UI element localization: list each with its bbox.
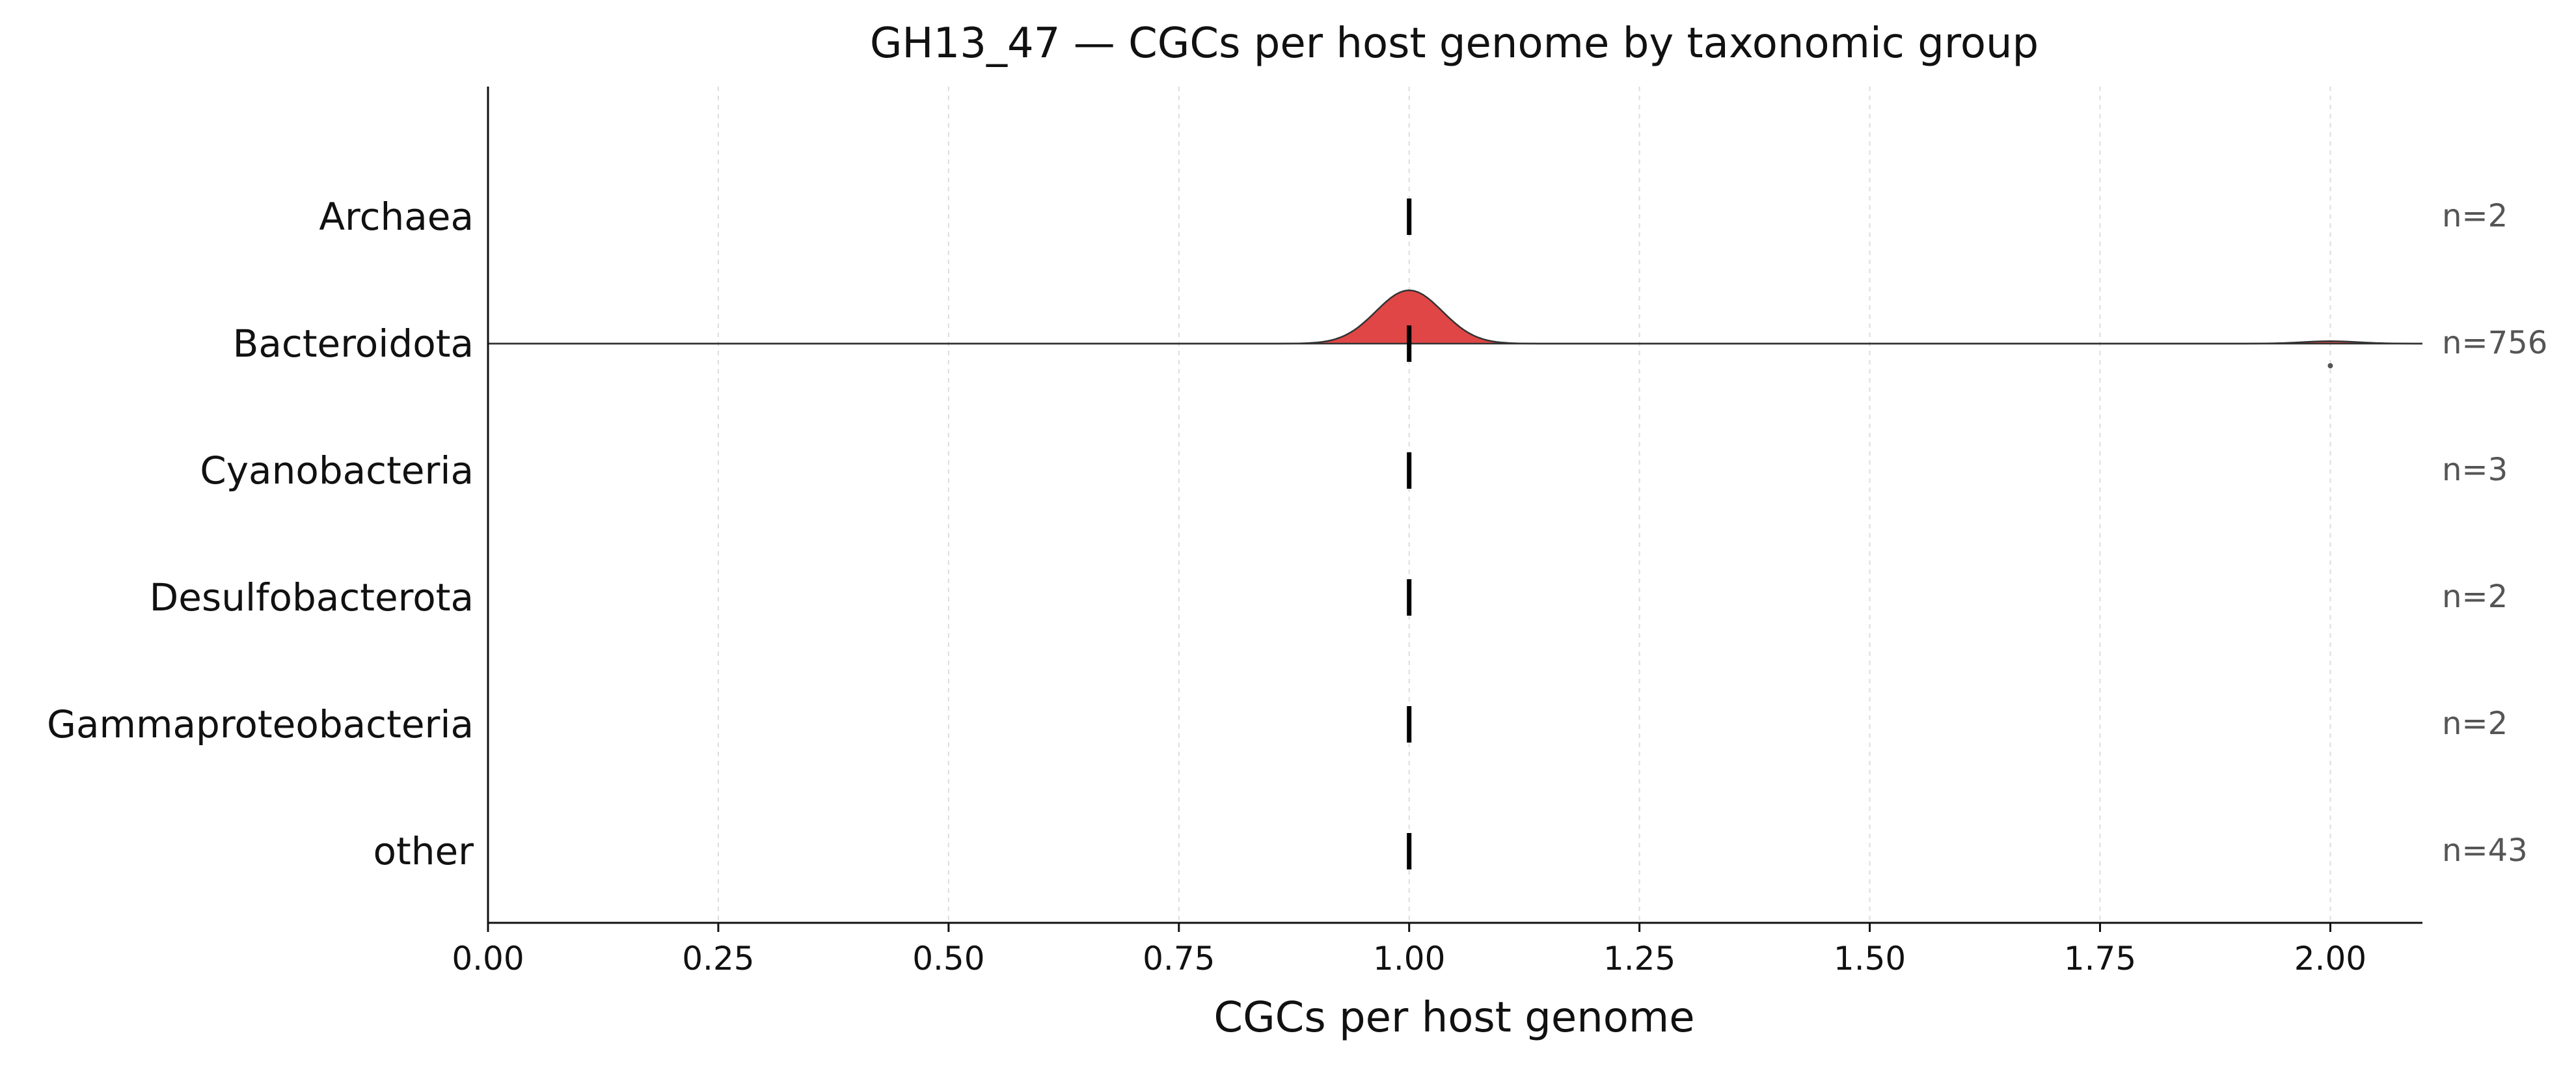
outlier-point — [2327, 363, 2333, 368]
grid-lines — [487, 87, 2331, 923]
x-tick-label: 0.25 — [682, 940, 754, 977]
x-tick-label: 2.00 — [2294, 940, 2366, 977]
count-label: n=43 — [2442, 832, 2528, 869]
y-category-label: Cyanobacteria — [200, 448, 474, 493]
count-labels: n=2 n=756 n=3 n=2 n=2 n=43 — [2442, 198, 2547, 869]
x-tick-label: 1.75 — [2064, 940, 2136, 977]
ridges — [488, 289, 2422, 345]
x-axis-ticks: 0.00 0.25 0.50 0.75 1.00 1.25 1.50 1.75 2.00 — [452, 923, 2366, 977]
y-category-label: Bacteroidota — [233, 321, 474, 366]
outlier-points — [2327, 363, 2333, 368]
y-category-label: Desulfobacterota — [150, 575, 474, 620]
x-axis-label: CGCs per host genome — [1213, 994, 1694, 1042]
x-tick-label: 1.25 — [1603, 940, 1675, 977]
y-axis-labels: Archaea Bacteroidota Cyanobacteria Desulfob… — [47, 195, 474, 873]
count-label: n=2 — [2442, 705, 2508, 742]
y-category-label: Gammaproteobacteria — [47, 702, 474, 746]
x-tick-label: 1.00 — [1373, 940, 1445, 977]
x-tick-label: 0.00 — [452, 940, 524, 977]
x-tick-label: 1.50 — [1834, 940, 1906, 977]
count-label: n=756 — [2442, 325, 2547, 361]
chart-title: GH13_47 — CGCs per host genome by taxono… — [870, 20, 2039, 68]
count-label: n=2 — [2442, 579, 2508, 615]
x-tick-label: 0.50 — [912, 940, 984, 977]
y-category-label: other — [373, 829, 474, 873]
count-label: n=3 — [2442, 452, 2508, 488]
density-fill-bacteroidota — [488, 290, 2422, 344]
count-label: n=2 — [2442, 198, 2508, 234]
y-category-label: Archaea — [319, 195, 474, 239]
x-tick-label: 0.75 — [1143, 940, 1215, 977]
